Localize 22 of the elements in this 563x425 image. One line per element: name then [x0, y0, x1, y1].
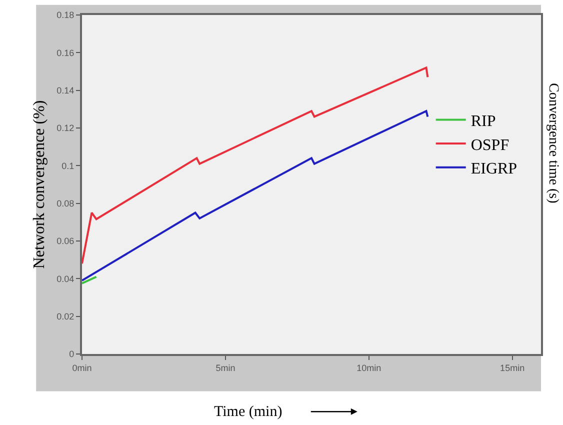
y-axis-title: Network convergence (%) [31, 100, 48, 269]
y-tick-label: 0.06 [56, 236, 74, 246]
y-tick-label: 0.18 [56, 10, 74, 20]
line-series [82, 110, 429, 282]
x-axis-title: Time (min) [214, 404, 282, 420]
y-tick-label: 0.16 [56, 48, 74, 58]
x-tick-label: 10min [356, 362, 382, 373]
y-tick-label: 0.04 [56, 274, 74, 284]
x-tick-label: 5min [216, 362, 236, 373]
legend-label: EIGRP [470, 160, 518, 178]
line-series [82, 66, 429, 265]
legend-label: OSPF [470, 136, 510, 154]
y-tick-label: 0.1 [62, 160, 74, 171]
x-tick-label: 0min [72, 362, 92, 373]
y-tick-label: 0.14 [56, 85, 74, 96]
y-tick-label: 0.08 [56, 198, 74, 208]
x-tick-label: 15min [500, 362, 525, 373]
y-tick-label: 0.12 [56, 123, 74, 134]
legend-label: RIP [470, 112, 496, 130]
y-tick-label: 0 [69, 349, 74, 360]
y-tick-label: 0.02 [56, 311, 74, 322]
y2-axis-title: Convergence time (s) [546, 83, 561, 204]
